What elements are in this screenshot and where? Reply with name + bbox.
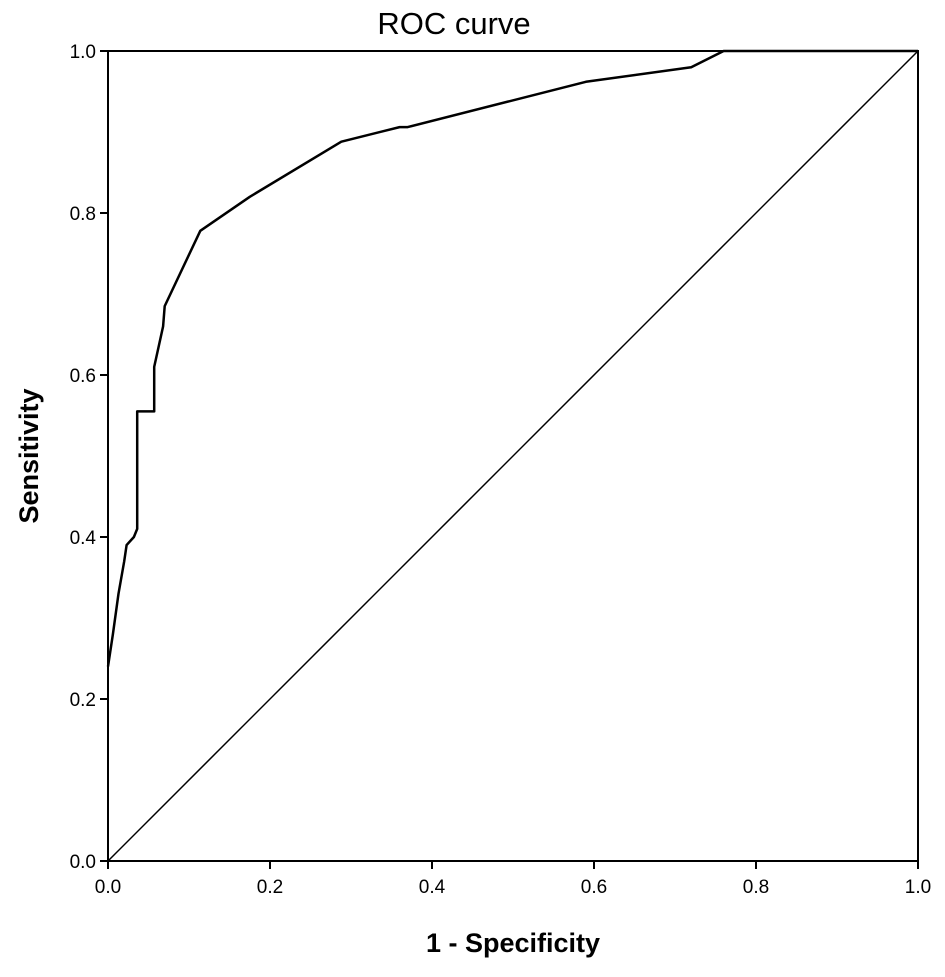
x-tick-label-2: 0.4 [419, 877, 446, 898]
x-tick-label-0: 0.0 [95, 877, 121, 898]
y-tick-label-1: 0.2 [70, 690, 96, 711]
x-tick-label-5: 1.0 [905, 877, 931, 898]
chart-title: ROC curve [377, 6, 530, 41]
x-tick-label-1: 0.2 [257, 877, 283, 898]
x-axis-label: 1 - Specificity [426, 928, 600, 958]
y-axis-label: Sensitivity [14, 388, 44, 523]
plot-area: 0.0 0.2 0.4 0.6 0.8 1.0 0.0 0.2 0.4 0.6 0.8 1.0 [70, 42, 932, 898]
x-tick-label-3: 0.6 [581, 877, 607, 898]
roc-curve-line [106, 49, 918, 667]
y-tick-label-3: 0.6 [70, 366, 96, 387]
plot-frame [107, 50, 919, 862]
y-tick-label-2: 0.4 [70, 528, 97, 549]
y-tick-label-4: 0.8 [70, 204, 96, 225]
x-tick-label-4: 0.8 [743, 877, 769, 898]
diagonal-reference-line [107, 50, 919, 862]
y-tick-label-0: 0.0 [70, 852, 96, 873]
y-tick-label-5: 1.0 [70, 42, 96, 63]
